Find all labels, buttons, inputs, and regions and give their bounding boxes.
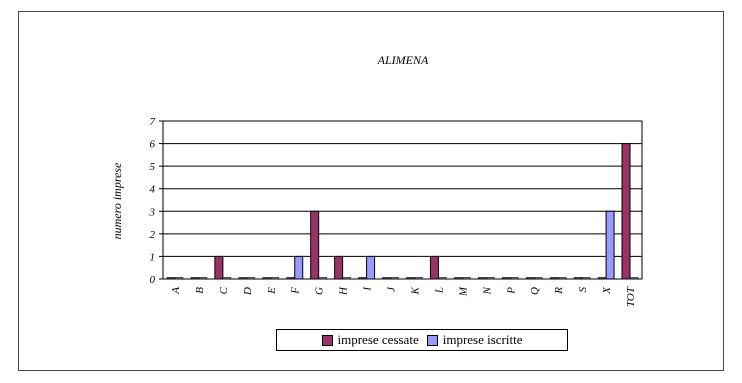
legend-label-imprese-cessate: imprese cessate — [337, 332, 419, 347]
x-tick-label-R: R — [553, 287, 565, 295]
y-tick-label-2: 2 — [150, 229, 156, 241]
y-tick-label-4: 4 — [150, 184, 156, 196]
x-tick-label-K: K — [409, 286, 421, 295]
x-tick-label-E: E — [266, 287, 278, 295]
x-tick-label-D: D — [242, 287, 254, 296]
x-tick-label-X: X — [601, 286, 613, 295]
plot-border — [162, 120, 643, 280]
legend-swatch-imprese-cessate — [321, 334, 333, 346]
bar-imprese-iscritte-I — [366, 255, 376, 280]
gridlines — [163, 120, 642, 257]
legend-label-imprese-iscritte: imprese iscritte — [442, 332, 523, 347]
y-tick-label-1: 1 — [150, 251, 156, 263]
x-tick-label-B: B — [194, 287, 206, 294]
x-tick-label-A: A — [170, 287, 182, 295]
legend-entry-imprese-iscritte: imprese iscritte — [426, 332, 523, 348]
x-tick-label-L: L — [433, 287, 445, 294]
bar-imprese-cessate-C — [214, 255, 224, 280]
x-tick-label-TOT: TOT — [625, 286, 637, 307]
y-tick-label-0: 0 — [150, 274, 156, 286]
y-tick-labels: 0 1 2 3 4 5 6 7 — [149, 116, 156, 286]
legend-swatch-imprese-iscritte — [426, 334, 438, 346]
x-tick-label-I: I — [362, 286, 374, 292]
x-tick-label-G: G — [314, 287, 326, 295]
y-tick-label-3: 3 — [149, 206, 156, 218]
bar-imprese-cessate-H — [334, 255, 344, 280]
x-tick-label-Q: Q — [529, 287, 541, 295]
chart-title: ALIMENA — [377, 53, 429, 67]
y-axis-label: numero imprese — [110, 162, 124, 239]
legend: imprese cessate imprese iscritte — [276, 329, 568, 351]
x-tick-label-H: H — [338, 286, 350, 296]
x-tick-label-N: N — [481, 286, 493, 295]
bar-imprese-cessate-TOT — [621, 143, 631, 280]
y-tick-label-7: 7 — [150, 116, 156, 128]
chart-frame — [18, 11, 724, 371]
x-tick-label-S: S — [577, 287, 589, 293]
axes — [159, 120, 643, 280]
x-tick-label-J: J — [386, 286, 398, 292]
x-tick-label-M: M — [457, 286, 469, 297]
x-tick-label-C: C — [218, 286, 230, 294]
x-tick-label-P: P — [505, 287, 517, 295]
bar-imprese-iscritte-X — [605, 210, 615, 280]
bar-imprese-cessate-L — [429, 255, 439, 280]
y-tick-label-6: 6 — [150, 139, 156, 151]
x-tick-labels: A B C D E F G H I J K L M N P Q R S X TOT — [170, 286, 637, 307]
bar-imprese-cessate-G — [310, 210, 320, 280]
x-tick-label-F: F — [290, 287, 302, 295]
y-tick-label-5: 5 — [150, 161, 156, 173]
legend-entry-imprese-cessate: imprese cessate — [321, 332, 419, 348]
bar-imprese-iscritte-F — [294, 255, 304, 280]
